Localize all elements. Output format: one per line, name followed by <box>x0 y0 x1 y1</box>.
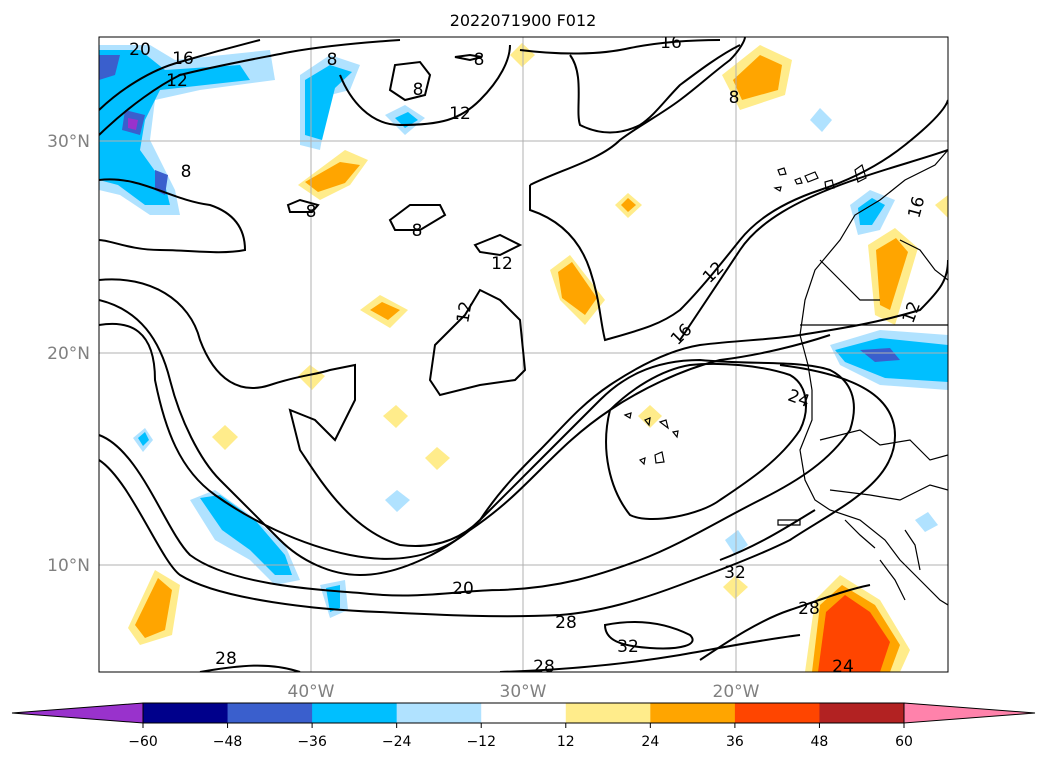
positive-anomaly-region <box>558 262 597 315</box>
contour-label: 20 <box>452 579 474 599</box>
positive-anomaly-region <box>638 405 662 428</box>
colorbar-segment <box>143 703 229 723</box>
contour-label: 8 <box>412 221 423 241</box>
map-area: 20 16 12 8 8 8 16 12 8 8 8 12 8 12 16 12… <box>99 33 948 677</box>
negative-anomaly-region <box>858 198 885 225</box>
positive-anomaly-region <box>425 447 450 470</box>
colorbar-tick-label: −60 <box>128 734 158 750</box>
colorbar-ticks: −60 −48 −36 −24 −12 12 24 36 48 60 <box>128 723 913 750</box>
colorbar-min-extension <box>11 702 144 724</box>
contour-label: 8 <box>413 80 424 100</box>
contour-label: 8 <box>181 162 192 182</box>
lon-label-30w: 30°W <box>500 682 547 702</box>
negative-anomaly-region <box>395 112 418 128</box>
contour-label: 12 <box>453 300 476 325</box>
colorbar-tick-label: −24 <box>382 734 412 750</box>
lat-label-10n: 10°N <box>47 556 90 576</box>
colorbar-tick-label: 48 <box>811 734 829 750</box>
contour-label: 12 <box>449 104 471 124</box>
contour-label: 12 <box>491 254 513 274</box>
colorbar-tick-label: −48 <box>213 734 243 750</box>
negative-anomaly-region <box>385 490 410 512</box>
positive-anomaly-region <box>305 162 360 192</box>
colorbar-segment <box>734 703 820 723</box>
chart-title: 2022071900 F012 <box>450 11 597 30</box>
negative-anomaly-region <box>915 512 938 532</box>
contour-label: 28 <box>798 599 820 619</box>
negative-anomaly-region <box>99 50 250 205</box>
colorbar-segment <box>819 703 905 723</box>
lat-label-20n: 20°N <box>47 344 90 364</box>
positive-anomaly-region <box>818 595 890 672</box>
colorbar-frame <box>142 702 905 724</box>
contour-label: 16 <box>172 49 194 69</box>
positive-anomaly-region <box>370 302 400 320</box>
colorbar-segment <box>312 703 398 723</box>
positive-anomaly-region <box>212 425 238 450</box>
contour-label: 32 <box>617 637 639 657</box>
longitude-labels: 40°W 30°W 20°W <box>288 682 760 702</box>
positive-anomaly-region <box>876 238 908 310</box>
colorbar-tick-label: 24 <box>641 734 659 750</box>
colorbar-segment <box>650 703 736 723</box>
contour-label: 32 <box>724 563 746 583</box>
lon-label-40w: 40°W <box>288 682 335 702</box>
contour-label: 28 <box>555 613 577 633</box>
negative-anomaly-region <box>305 65 352 140</box>
positive-anomaly-region <box>383 405 408 428</box>
negative-anomaly-region <box>138 432 149 446</box>
colorbar-segment <box>565 703 651 723</box>
contour-label: 8 <box>729 88 740 108</box>
contour-label: 8 <box>327 50 338 70</box>
colorbar-tick-label: 12 <box>557 734 575 750</box>
contour-label: 12 <box>166 71 188 91</box>
colorbar-segment <box>396 703 482 723</box>
colorbar-tick-label: −36 <box>297 734 327 750</box>
map-frame <box>98 36 949 673</box>
anomaly-fill-layer <box>99 43 948 672</box>
negative-anomaly-region <box>200 495 292 575</box>
positive-anomaly-region <box>135 578 172 638</box>
positive-anomaly-region <box>935 195 948 218</box>
negative-anomaly-region <box>810 108 832 132</box>
contour-label: 8 <box>474 50 485 70</box>
lon-label-20w: 20°W <box>713 682 760 702</box>
negative-anomaly-region <box>128 118 138 130</box>
colorbar-segments <box>11 702 1036 724</box>
colorbar: −60 −48 −36 −24 −12 12 24 36 48 60 <box>11 702 1036 750</box>
positive-anomaly-region <box>733 55 782 100</box>
colorbar-segment <box>481 703 567 723</box>
contour-label: 24 <box>832 657 854 677</box>
colorbar-tick-label: −12 <box>466 734 496 750</box>
contour-label: 28 <box>533 657 555 677</box>
colorbar-tick-label: 60 <box>895 734 913 750</box>
negative-anomaly-region <box>860 348 900 362</box>
contour-label: 28 <box>215 649 237 669</box>
contour-label: 8 <box>306 202 317 222</box>
coastlines <box>623 149 948 606</box>
colorbar-tick-label: 36 <box>726 734 744 750</box>
colorbar-segment <box>227 703 313 723</box>
colorbar-max-extension <box>903 702 1036 724</box>
latitude-labels: 30°N 20°N 10°N <box>47 132 90 576</box>
lat-label-30n: 30°N <box>47 132 90 152</box>
contour-label: 16 <box>660 33 682 53</box>
positive-anomaly-region <box>621 198 636 212</box>
contour-lines <box>99 37 948 672</box>
contour-label: 20 <box>129 40 151 60</box>
